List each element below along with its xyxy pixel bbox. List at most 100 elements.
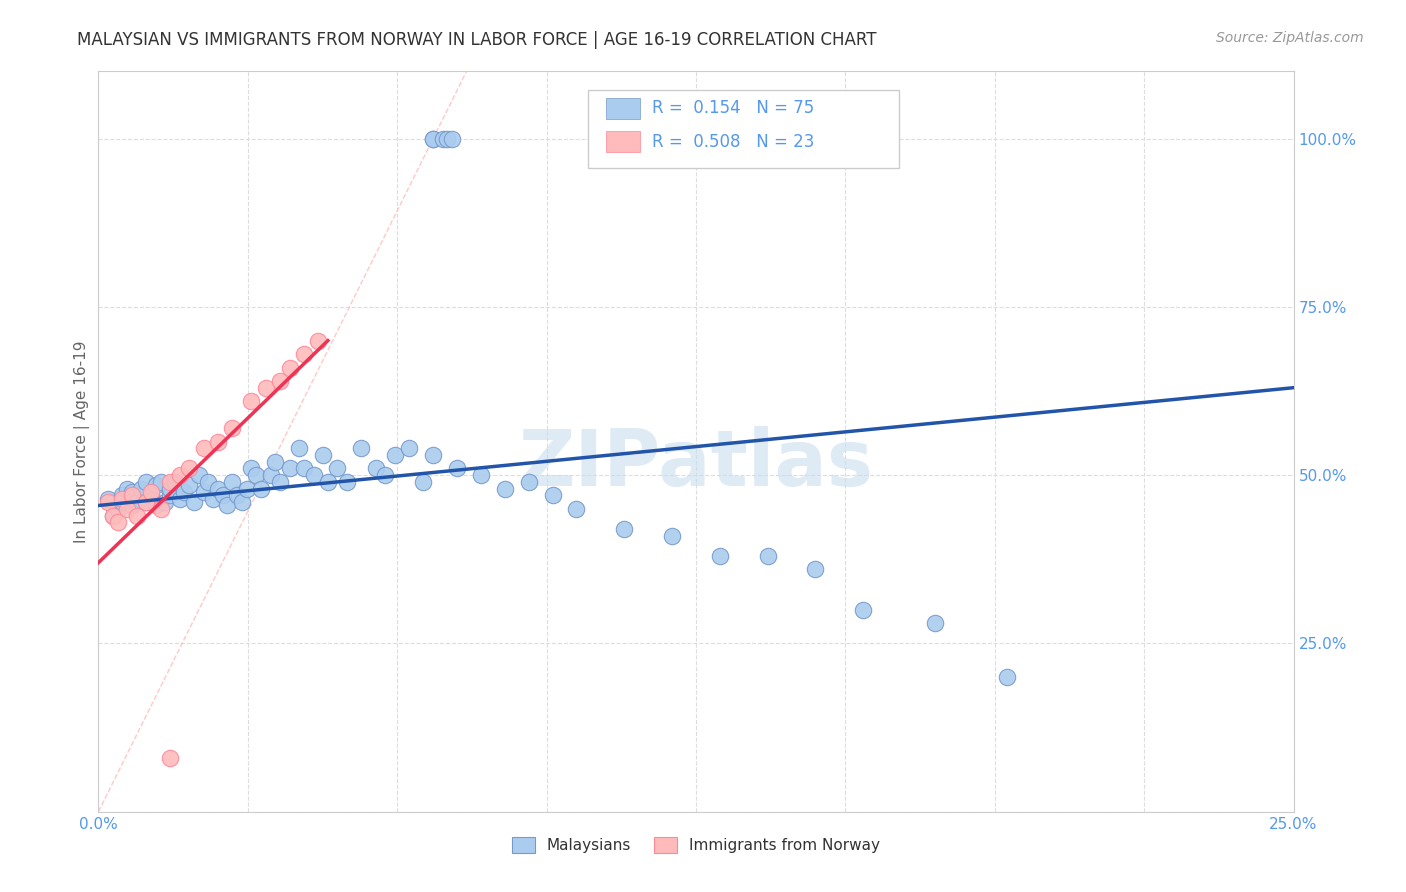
Point: [193, 442, 215, 456]
Point: [217, 499, 239, 513]
FancyBboxPatch shape: [589, 90, 900, 168]
Point: [149, 475, 172, 489]
Point: [613, 522, 636, 536]
Text: R =  0.508   N = 23: R = 0.508 N = 23: [652, 133, 814, 151]
Point: [135, 495, 157, 509]
Point: [135, 495, 157, 509]
Point: [211, 488, 233, 502]
Point: [169, 491, 191, 506]
Point: [307, 334, 329, 348]
Point: [179, 478, 201, 492]
Point: [121, 499, 143, 513]
Point: [292, 461, 315, 475]
Point: [446, 461, 468, 475]
Point: [316, 475, 339, 489]
Point: [231, 495, 253, 509]
Point: [125, 495, 148, 509]
Point: [121, 485, 143, 500]
Point: [111, 491, 134, 506]
Point: [197, 475, 219, 489]
Point: [278, 360, 301, 375]
Point: [432, 131, 454, 145]
Point: [115, 501, 138, 516]
Point: [852, 603, 875, 617]
Point: [470, 468, 492, 483]
Point: [135, 475, 157, 489]
Point: [541, 488, 564, 502]
Point: [97, 495, 120, 509]
Point: [179, 461, 201, 475]
Point: [250, 482, 273, 496]
Point: [422, 448, 444, 462]
Point: [494, 482, 516, 496]
Point: [207, 434, 229, 449]
Point: [149, 501, 172, 516]
Point: [131, 482, 153, 496]
Point: [111, 495, 134, 509]
Legend: Malaysians, Immigrants from Norway: Malaysians, Immigrants from Norway: [506, 830, 886, 860]
Point: [159, 488, 181, 502]
Text: R =  0.154   N = 75: R = 0.154 N = 75: [652, 99, 814, 118]
Point: [374, 468, 396, 483]
Point: [139, 485, 162, 500]
Point: [183, 495, 205, 509]
Point: [155, 495, 177, 509]
Point: [226, 488, 249, 502]
Point: [235, 482, 257, 496]
Point: [709, 549, 731, 563]
Point: [565, 501, 588, 516]
Bar: [606, 131, 640, 152]
Point: [264, 455, 287, 469]
Point: [145, 478, 167, 492]
Point: [107, 501, 129, 516]
Point: [422, 131, 444, 145]
Point: [924, 616, 946, 631]
Point: [107, 516, 129, 530]
Point: [312, 448, 335, 462]
Point: [221, 475, 243, 489]
Point: [436, 131, 458, 145]
Point: [159, 751, 181, 765]
Point: [101, 508, 124, 523]
Point: [259, 468, 281, 483]
Text: ZIPatlas: ZIPatlas: [519, 425, 873, 502]
Point: [207, 482, 229, 496]
Point: [111, 488, 134, 502]
Point: [187, 468, 209, 483]
Point: [125, 508, 148, 523]
Point: [278, 461, 301, 475]
Point: [97, 491, 120, 506]
Point: [159, 475, 181, 489]
Point: [193, 485, 215, 500]
Point: [995, 670, 1018, 684]
Point: [302, 468, 325, 483]
Point: [169, 468, 191, 483]
Point: [804, 562, 827, 576]
Point: [145, 499, 167, 513]
Point: [240, 394, 263, 409]
Point: [422, 131, 444, 145]
Point: [173, 485, 195, 500]
Point: [115, 482, 138, 496]
Point: [240, 461, 263, 475]
Text: Source: ZipAtlas.com: Source: ZipAtlas.com: [1216, 31, 1364, 45]
Point: [101, 508, 124, 523]
Point: [364, 461, 387, 475]
Point: [139, 488, 162, 502]
Point: [221, 421, 243, 435]
Bar: [606, 98, 640, 119]
Text: MALAYSIAN VS IMMIGRANTS FROM NORWAY IN LABOR FORCE | AGE 16-19 CORRELATION CHART: MALAYSIAN VS IMMIGRANTS FROM NORWAY IN L…: [77, 31, 877, 49]
Point: [661, 529, 683, 543]
Point: [245, 468, 267, 483]
Point: [269, 475, 291, 489]
Point: [398, 442, 420, 456]
Point: [159, 482, 181, 496]
Point: [254, 381, 277, 395]
Point: [288, 442, 311, 456]
Point: [441, 131, 464, 145]
Point: [517, 475, 540, 489]
Point: [326, 461, 349, 475]
Point: [121, 488, 143, 502]
Point: [350, 442, 373, 456]
Point: [269, 374, 291, 388]
